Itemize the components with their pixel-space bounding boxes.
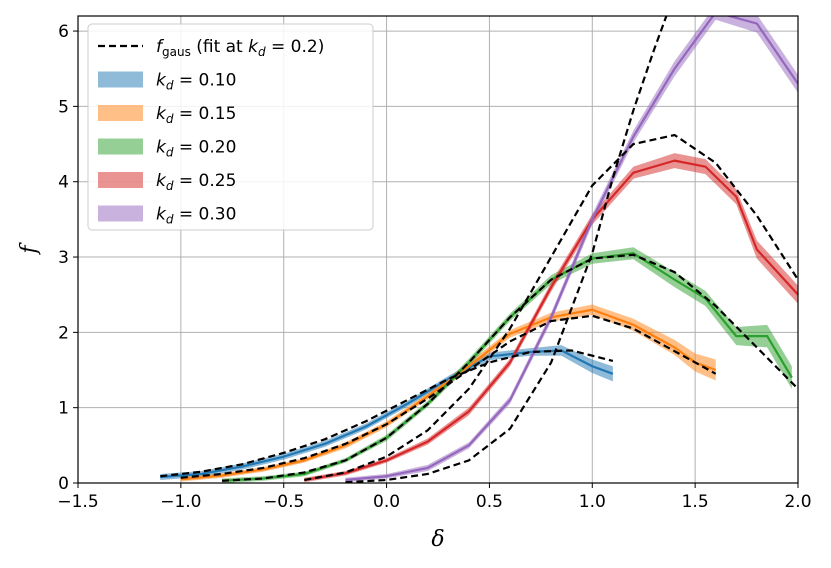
line-kd-0.30 (345, 16, 798, 482)
legend-swatch-kd-0.10 (98, 71, 143, 88)
x-tick-label: −0.5 (263, 492, 304, 512)
y-tick-label: 5 (58, 97, 69, 117)
y-tick-label: 3 (58, 248, 69, 268)
fit-line-kd-0.15 (180, 314, 717, 479)
legend-swatch-kd-0.30 (98, 205, 143, 222)
y-tick-label: 6 (58, 22, 69, 42)
legend-swatch-kd-0.25 (98, 172, 143, 188)
y-axis-ticks: 0 1 2 3 4 5 6 (58, 22, 78, 494)
y-tick-label: 4 (58, 173, 69, 193)
y-tick-label: 1 (58, 399, 69, 419)
line-kd-0.25 (304, 159, 798, 482)
y-tick-label: 0 (58, 474, 69, 494)
fit-line-kd-0.20 (221, 253, 798, 482)
line-kd-0.15 (180, 308, 717, 481)
x-tick-label: −1.0 (160, 492, 201, 512)
legend-label-kd-0.10: kd = 0.10 (156, 71, 236, 93)
legend-label-kd-0.30: kd = 0.30 (156, 205, 236, 227)
band-kd-0.30 (345, 16, 798, 483)
band-kd-0.10 (160, 345, 613, 480)
fit-line-kd-0.10 (160, 349, 614, 478)
legend-label-kd-0.15: kd = 0.15 (156, 104, 236, 126)
fit-line-kd-0.30 (345, 16, 668, 483)
legend: fgaus (fit at kd = 0.2) kd = 0.10 kd = 0.1… (87, 23, 374, 231)
legend-label-fit: fgaus (fit at kd = 0.2) (156, 37, 324, 59)
y-tick-label: 2 (58, 323, 69, 343)
x-tick-label: −1.5 (57, 492, 98, 512)
legend-label-kd-0.20: kd = 0.20 (156, 138, 236, 160)
series-bands (160, 16, 798, 483)
x-axis-ticks: −1.5 −1.0 −0.5 0.0 0.5 1.0 1.5 2.0 (57, 483, 812, 512)
legend-swatch-kd-0.20 (98, 138, 143, 155)
x-tick-label: 2.0 (784, 492, 811, 512)
legend-label-kd-0.25: kd = 0.25 (156, 171, 236, 193)
x-axis-label: δ (431, 527, 444, 552)
legend-swatch-kd-0.15 (98, 105, 143, 121)
x-tick-label: 0.0 (373, 492, 400, 512)
x-tick-label: 0.5 (476, 492, 503, 512)
x-tick-label: 1.5 (682, 492, 709, 512)
y-axis-label: f (17, 242, 42, 256)
legend-box (87, 23, 374, 231)
plot-frame (77, 15, 799, 484)
x-tick-label: 1.0 (579, 492, 606, 512)
fit-lines (160, 16, 798, 483)
